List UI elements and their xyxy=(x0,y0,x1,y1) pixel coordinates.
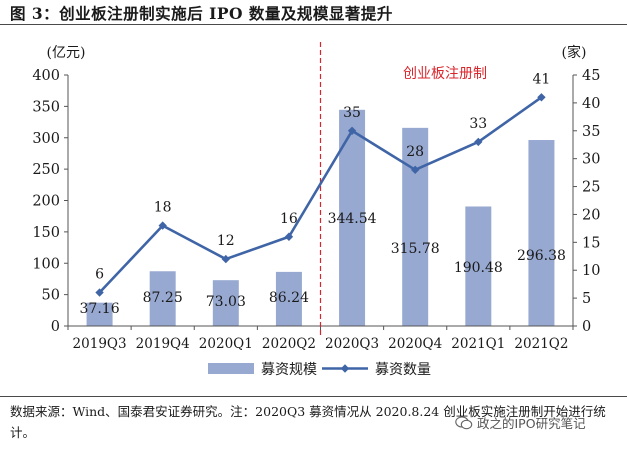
y-right-tick-label: 35 xyxy=(582,124,600,140)
legend-swatch-marker xyxy=(340,364,350,373)
bar-2021Q1 xyxy=(465,206,492,326)
watermark: 政之的IPO研究笔记 xyxy=(455,413,586,432)
line-data-label: 35 xyxy=(343,105,361,121)
legend-label-line: 募资数量 xyxy=(375,362,431,378)
line-data-label: 12 xyxy=(217,233,235,249)
source-note: 数据来源：Wind、国泰君安证券研究。注：2020Q3 募资情况从 2020.8… xyxy=(10,404,606,440)
bar-2020Q1 xyxy=(212,280,239,326)
x-tick-label: 2019Q4 xyxy=(136,336,190,352)
line-data-label: 28 xyxy=(406,144,424,160)
policy-annotation: 创业板注册制 xyxy=(403,66,487,82)
wechat-icon xyxy=(455,415,473,429)
bar-data-label: 37.16 xyxy=(80,301,120,317)
line-point-2019Q4 xyxy=(158,221,167,230)
y-right-tick-label: 0 xyxy=(582,319,591,335)
bar-2019Q4 xyxy=(149,271,176,326)
y-right-tick-label: 20 xyxy=(582,207,600,223)
bottom-rule xyxy=(0,396,627,397)
y-left-tick-label: 400 xyxy=(32,68,60,84)
y-right-tick-label: 10 xyxy=(582,263,600,279)
line-point-2021Q2 xyxy=(537,93,546,102)
bar-2019Q3 xyxy=(86,302,113,326)
bar-data-label: 87.25 xyxy=(143,290,183,306)
bar-2020Q4 xyxy=(402,127,429,326)
x-tick-label: 2020Q3 xyxy=(325,336,379,352)
bar-data-label: 190.48 xyxy=(454,260,503,276)
line-data-label: 6 xyxy=(95,267,104,283)
y-left-tick-label: 300 xyxy=(32,131,60,147)
line-point-2019Q3 xyxy=(95,288,104,297)
line-point-2020Q4 xyxy=(410,165,420,175)
x-tick-label: 2021Q2 xyxy=(514,336,568,352)
line-point-2021Q1 xyxy=(474,137,483,147)
y-right-axis-label: (家) xyxy=(562,44,587,61)
x-tick-label: 2021Q1 xyxy=(451,336,505,352)
x-tick-label: 2020Q2 xyxy=(262,336,316,352)
chart-title: 图 3：创业板注册制实施后 IPO 数量及规模显著提升 xyxy=(10,4,393,23)
bar-data-label: 73.03 xyxy=(206,294,246,310)
y-right-tick-label: 40 xyxy=(582,96,600,112)
y-left-tick-label: 0 xyxy=(51,319,60,335)
y-right-tick-label: 15 xyxy=(582,235,600,251)
y-left-axis-label: (亿元) xyxy=(47,45,86,61)
line-data-label: 18 xyxy=(154,200,172,216)
line-point-2020Q1 xyxy=(221,254,231,264)
chart-canvas: 0 50 100 150 200 250 300 350 400 0 5 10 15 20 25 30 35 40… xyxy=(32,42,600,378)
line-data-label: 16 xyxy=(280,211,298,227)
y-left-tick-label: 200 xyxy=(32,194,60,210)
bar-data-label: 86.24 xyxy=(269,290,309,306)
y-right-tick-label: 45 xyxy=(582,68,600,84)
x-tick-label: 2020Q4 xyxy=(388,336,442,352)
line-point-2020Q3 xyxy=(347,126,357,135)
legend-label-bar: 募资规模 xyxy=(261,362,317,378)
y-left-tick-label: 150 xyxy=(32,225,60,241)
bar-data-label: 315.78 xyxy=(391,241,440,257)
x-tick-label: 2019Q3 xyxy=(73,336,127,352)
y-right-tick-label: 5 xyxy=(582,291,591,307)
bar-2020Q2 xyxy=(275,271,302,326)
y-right-tick-label: 30 xyxy=(582,152,600,168)
y-left-tick-label: 250 xyxy=(32,162,60,178)
x-tick-label: 2020Q1 xyxy=(199,336,253,352)
y-right-tick-label: 25 xyxy=(582,180,600,196)
line-data-label: 33 xyxy=(469,116,487,132)
line-point-2020Q2 xyxy=(284,232,294,241)
line-series-count xyxy=(98,96,543,294)
bar-2021Q2 xyxy=(528,140,555,326)
line-data-label: 41 xyxy=(533,71,551,87)
y-left-tick-label: 50 xyxy=(42,288,60,304)
y-left-tick-label: 350 xyxy=(32,99,60,115)
watermark-text: 政之的IPO研究笔记 xyxy=(477,416,586,431)
top-rule xyxy=(0,24,627,25)
legend-swatch-bar xyxy=(208,363,254,374)
bar-data-label: 344.54 xyxy=(328,211,377,227)
y-left-tick-label: 100 xyxy=(32,256,60,272)
bar-data-label: 296.38 xyxy=(517,248,566,264)
